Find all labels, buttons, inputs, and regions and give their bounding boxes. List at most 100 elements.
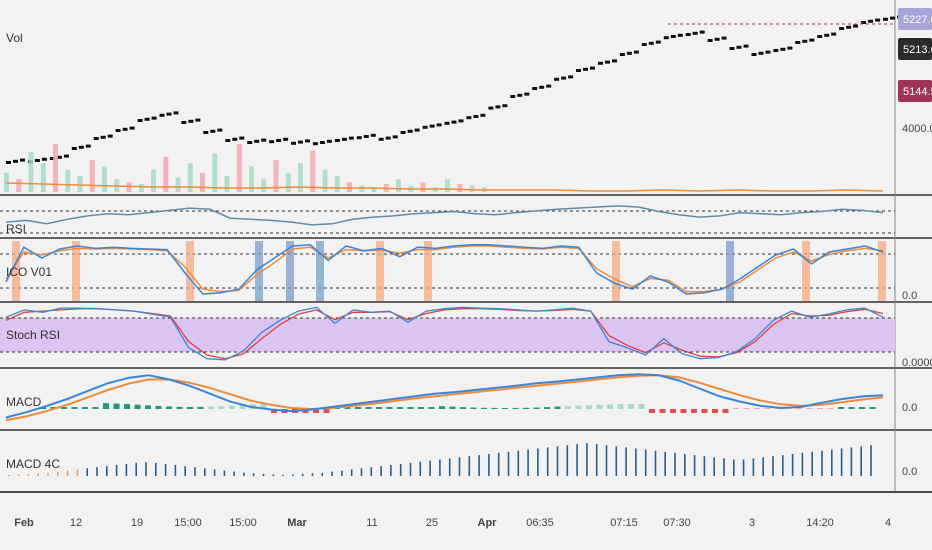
price-point bbox=[787, 46, 793, 50]
price-point bbox=[502, 104, 508, 108]
price-point bbox=[568, 75, 574, 79]
volume-ma-line bbox=[5, 182, 884, 192]
macd4c-bar bbox=[17, 474, 20, 477]
price-point bbox=[633, 50, 639, 54]
macd4c-bar bbox=[96, 467, 98, 476]
price-point bbox=[554, 77, 560, 81]
price-point bbox=[532, 87, 538, 90]
macd4c-bar bbox=[164, 463, 167, 476]
price-point bbox=[429, 124, 435, 128]
price-point bbox=[626, 51, 632, 55]
macd4c-bar bbox=[733, 459, 735, 476]
pane-label-vol: Vol bbox=[6, 31, 23, 45]
price-point bbox=[721, 36, 727, 40]
macd4c-bar bbox=[223, 470, 226, 476]
macd4c-bar bbox=[360, 468, 363, 476]
price-point bbox=[685, 33, 691, 36]
price-point bbox=[473, 115, 479, 118]
price-point bbox=[312, 142, 318, 146]
price-point bbox=[517, 93, 523, 97]
macd4c-bar bbox=[243, 472, 245, 476]
volume-bar bbox=[334, 176, 340, 192]
volume-bar bbox=[469, 185, 475, 192]
volume-bars bbox=[4, 144, 487, 192]
price-point bbox=[319, 141, 325, 144]
price-point bbox=[612, 59, 617, 63]
macd-hist-bar bbox=[386, 407, 393, 409]
price-point bbox=[34, 159, 40, 162]
price-point bbox=[107, 134, 113, 138]
macd-hist-bar bbox=[764, 408, 771, 409]
macd4c-bar bbox=[517, 450, 520, 476]
macd4c-bar bbox=[546, 447, 549, 476]
volume-bar bbox=[273, 160, 279, 192]
price-point bbox=[181, 121, 187, 124]
pane-label-ico: ICO V01 bbox=[6, 265, 52, 279]
volume-bar bbox=[249, 166, 254, 192]
macd4c-bar bbox=[47, 472, 49, 476]
macd-hist-bar bbox=[502, 408, 508, 409]
price-point bbox=[144, 117, 150, 121]
volume-bar bbox=[187, 163, 193, 192]
macd-hist-bar bbox=[439, 406, 445, 409]
macd4c-bar bbox=[762, 457, 764, 476]
price-point bbox=[348, 136, 354, 140]
price-point bbox=[883, 17, 888, 21]
price-point bbox=[590, 66, 595, 70]
macd-hist-bar bbox=[523, 407, 529, 409]
macd-hist-bar bbox=[260, 403, 267, 409]
macd-hist-bar bbox=[596, 404, 603, 409]
price-point bbox=[802, 39, 808, 43]
price-point bbox=[751, 53, 757, 56]
price-point bbox=[298, 140, 303, 144]
volume-bar bbox=[261, 179, 267, 192]
macd-hist-bar bbox=[628, 404, 634, 409]
macd4c-bar bbox=[870, 445, 872, 476]
macd-hist-bar bbox=[817, 408, 823, 409]
macd-hist-bar bbox=[869, 407, 876, 409]
macd4c-bar bbox=[301, 473, 304, 476]
price-point bbox=[225, 139, 231, 142]
macd4c-bar bbox=[782, 455, 784, 476]
volume-bar bbox=[371, 187, 377, 192]
price-point bbox=[283, 137, 289, 141]
price-point bbox=[539, 85, 545, 89]
price-point bbox=[699, 30, 705, 34]
macd4c-bar bbox=[37, 473, 39, 477]
macd4c-bar bbox=[135, 462, 137, 476]
price-point bbox=[363, 135, 369, 138]
price-point bbox=[890, 16, 895, 20]
volume-bar bbox=[457, 184, 463, 192]
volume-bar bbox=[163, 156, 169, 192]
price-point bbox=[451, 120, 457, 124]
macd-hist-bar bbox=[166, 406, 172, 409]
macd4c-bar bbox=[664, 451, 666, 476]
x-axis-label: 4 bbox=[885, 517, 891, 529]
ico-signal-column bbox=[726, 241, 734, 301]
price-point bbox=[166, 112, 172, 116]
volume-bar bbox=[224, 176, 230, 192]
macd4c-bar bbox=[742, 459, 745, 476]
macd4c-bar bbox=[233, 471, 235, 476]
price-point bbox=[765, 50, 771, 54]
volume-bar bbox=[200, 172, 205, 192]
price-point bbox=[839, 27, 845, 30]
price-point bbox=[605, 60, 610, 64]
macd-hist-bar bbox=[470, 407, 477, 409]
macd4c-bar bbox=[272, 474, 275, 477]
macd4c-bar bbox=[488, 454, 490, 476]
macd4c-bar bbox=[635, 448, 637, 476]
macd4c-histogram bbox=[8, 443, 872, 477]
price-point bbox=[692, 31, 698, 35]
y-axis-tick-label: 0.0 bbox=[902, 290, 917, 302]
macd-hist-bar bbox=[670, 409, 676, 413]
price-point bbox=[122, 127, 128, 131]
macd-hist-bar bbox=[554, 406, 561, 409]
price-point bbox=[100, 135, 106, 139]
macd4c-bar bbox=[86, 468, 88, 476]
price-point bbox=[576, 69, 581, 72]
price-point bbox=[561, 76, 567, 80]
ico-signal-column bbox=[424, 241, 432, 301]
x-axis-label: 07:30 bbox=[663, 517, 691, 529]
macd-hist-bar bbox=[659, 409, 666, 413]
